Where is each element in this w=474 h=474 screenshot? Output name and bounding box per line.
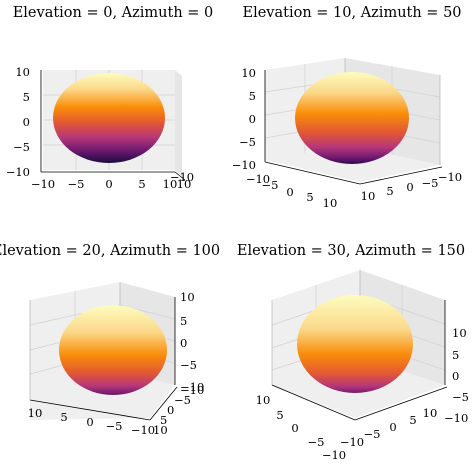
- subplot-4-y-tick: 5: [409, 413, 416, 427]
- subplot-4-z-tick: 10: [452, 326, 467, 340]
- subplot-1-z-ticks: 10 5 0 −5 −10: [6, 65, 30, 179]
- subplot-3-sphere-surface: [59, 305, 167, 395]
- subplot-1-y-tick: 10: [177, 177, 192, 191]
- subplot-1-x-ticks: −10 −5 0 5 10: [31, 177, 177, 191]
- subplot-3-x-tick: −5: [106, 419, 123, 433]
- subplot-2-y-tick: −5: [422, 176, 439, 190]
- subplot-4-y-tick: −5: [364, 427, 381, 441]
- subplot-1-z-tick: −10: [6, 165, 30, 179]
- subplot-4-z-ticks: 10 5 0 −5 −10: [444, 326, 469, 425]
- subplot-1-title: Elevation = 0, Azimuth = 0: [13, 5, 214, 21]
- subplot-1-x-tick: 5: [138, 177, 145, 191]
- subplot-3-y-tick: 10: [153, 423, 168, 437]
- subplot-2-x-tick: 5: [306, 190, 313, 204]
- subplot-2-y-tick: 0: [406, 180, 413, 194]
- subplot-4-title: Elevation = 30, Azimuth = 150: [237, 243, 465, 259]
- subplot-4-x-tick: 10: [256, 393, 271, 407]
- subplot-3-title: Elevation = 20, Azimuth = 100: [0, 243, 220, 259]
- subplot-3-x-tick: −10: [131, 423, 155, 437]
- subplot-1-sphere-surface: [53, 73, 165, 163]
- subplot-3-x-tick: 5: [60, 410, 67, 424]
- subplot-2-z-tick: 5: [249, 89, 256, 103]
- subplot-4-z-tick: 5: [452, 348, 459, 362]
- subplot-1-z-tick: 5: [23, 90, 30, 104]
- subplot-2-z-tick: 0: [249, 112, 256, 126]
- subplot-1-z-tick: −5: [13, 140, 30, 154]
- subplot-3-z-tick: 0: [180, 336, 187, 350]
- subplot-2: Elevation = 10, Azimuth = 50 10 5 0 −5 −…: [232, 5, 462, 210]
- subplot-2-y-tick: 5: [386, 184, 393, 198]
- subplot-4-sphere-surface: [297, 295, 413, 393]
- subplot-3: Elevation = 20, Azimuth = 100 10 5 0 −5 …: [0, 243, 220, 437]
- subplot-1-z-tick: 0: [23, 115, 30, 129]
- subplot-4-y-tick: −10: [340, 435, 364, 449]
- subplot-4-x-tick: −10: [322, 448, 346, 462]
- subplot-2-z-tick: −10: [232, 158, 256, 172]
- subplot-2-title: Elevation = 10, Azimuth = 50: [242, 5, 461, 21]
- subplot-3-z-ticks: 10 5 0 −5 −10: [180, 290, 204, 394]
- subplot-2-z-ticks: 10 5 0 −5 −10: [232, 66, 256, 172]
- subplot-1-x-tick: 0: [105, 177, 112, 191]
- subplot-2-x-tick: 10: [323, 196, 338, 210]
- subplot-2-z-tick: 10: [241, 66, 256, 80]
- subplot-3-y-tick: −5: [174, 393, 191, 407]
- subplot-1-z-tick: 10: [15, 65, 30, 79]
- subplot-2-y-tick: −10: [438, 170, 462, 184]
- subplot-2-y-tick: 10: [361, 189, 376, 203]
- subplot-3-x-tick: 0: [86, 415, 93, 429]
- subplot-1-x-tick: −5: [68, 177, 85, 191]
- subplot-2-x-tick: −5: [262, 178, 279, 192]
- subplot-1-x-tick: −10: [31, 177, 55, 191]
- subplot-2-z-tick: −5: [239, 135, 256, 149]
- subplot-3-x-tick: 10: [28, 406, 43, 420]
- subplot-4-x-tick: −5: [308, 435, 325, 449]
- subplot-1: Elevation = 0, Azimuth = 0 10 5 0 −5 −10…: [6, 5, 214, 191]
- subplot-2-x-ticks: −10 −5 0 5 10: [246, 172, 337, 210]
- subplot-2-sphere-surface: [295, 72, 409, 164]
- subplot-4: Elevation = 30, Azimuth = 150 10 5 0 −5 …: [237, 243, 469, 462]
- subplot-4-z-tick: 0: [452, 369, 459, 383]
- subplot-2-x-tick: 0: [286, 185, 293, 199]
- subplot-4-z-tick: −5: [452, 390, 469, 404]
- subplot-3-z-tick: 5: [180, 314, 187, 328]
- subplot-4-z-tick: −10: [444, 411, 468, 425]
- subplot-3-z-tick: −5: [180, 358, 197, 372]
- subplot-4-y-tick: 0: [389, 420, 396, 434]
- subplot-3-z-tick: 10: [180, 290, 195, 304]
- subplot-4-x-tick: 0: [291, 421, 298, 435]
- subplot-4-y-tick: 10: [423, 406, 438, 420]
- subplot-4-x-tick: 5: [276, 408, 283, 422]
- subplot-1-side-pane: [175, 70, 182, 176]
- subplot-3-y-tick: 0: [167, 403, 174, 417]
